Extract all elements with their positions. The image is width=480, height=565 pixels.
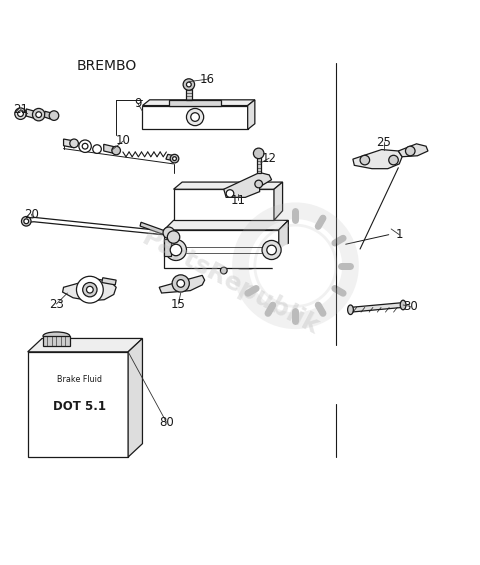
Circle shape bbox=[253, 148, 264, 159]
Polygon shape bbox=[164, 220, 288, 230]
Circle shape bbox=[170, 154, 179, 163]
Text: 16: 16 bbox=[199, 73, 214, 86]
Polygon shape bbox=[62, 279, 116, 301]
Text: BREMBO: BREMBO bbox=[76, 59, 136, 73]
Circle shape bbox=[167, 231, 180, 244]
Circle shape bbox=[22, 216, 31, 226]
Polygon shape bbox=[350, 303, 402, 312]
Circle shape bbox=[172, 157, 176, 160]
Circle shape bbox=[254, 180, 262, 188]
Circle shape bbox=[18, 111, 24, 116]
Polygon shape bbox=[142, 100, 254, 106]
Polygon shape bbox=[185, 86, 192, 100]
Text: PartsRepublik: PartsRepublik bbox=[138, 225, 323, 340]
Text: 20: 20 bbox=[24, 207, 39, 220]
Circle shape bbox=[163, 227, 174, 238]
Text: 11: 11 bbox=[230, 194, 245, 207]
Polygon shape bbox=[164, 240, 171, 256]
Polygon shape bbox=[28, 338, 142, 352]
Text: 23: 23 bbox=[49, 298, 64, 311]
Polygon shape bbox=[397, 144, 427, 157]
Circle shape bbox=[83, 282, 97, 297]
Polygon shape bbox=[159, 275, 204, 293]
Polygon shape bbox=[24, 218, 168, 236]
Circle shape bbox=[82, 144, 88, 149]
Text: 25: 25 bbox=[376, 136, 391, 149]
Text: 1: 1 bbox=[395, 228, 402, 241]
Ellipse shape bbox=[347, 305, 353, 315]
Polygon shape bbox=[168, 100, 221, 106]
Circle shape bbox=[112, 146, 120, 155]
Polygon shape bbox=[44, 111, 50, 119]
Circle shape bbox=[266, 245, 276, 255]
Polygon shape bbox=[247, 100, 254, 129]
Circle shape bbox=[226, 190, 233, 197]
Ellipse shape bbox=[43, 332, 70, 340]
Polygon shape bbox=[164, 230, 278, 268]
Polygon shape bbox=[28, 352, 128, 457]
Text: DOT 5.1: DOT 5.1 bbox=[53, 400, 106, 413]
Circle shape bbox=[388, 155, 397, 165]
Text: 21: 21 bbox=[13, 103, 28, 116]
Polygon shape bbox=[278, 220, 288, 268]
Polygon shape bbox=[26, 109, 35, 119]
Circle shape bbox=[76, 276, 103, 303]
Circle shape bbox=[360, 155, 369, 165]
Polygon shape bbox=[274, 182, 282, 220]
Circle shape bbox=[172, 275, 189, 292]
Text: 9: 9 bbox=[133, 97, 141, 110]
Text: 15: 15 bbox=[170, 298, 185, 311]
Circle shape bbox=[36, 112, 41, 118]
Circle shape bbox=[177, 280, 184, 287]
Polygon shape bbox=[128, 338, 142, 457]
Ellipse shape bbox=[399, 300, 405, 310]
Polygon shape bbox=[140, 222, 165, 234]
Circle shape bbox=[93, 145, 101, 153]
Text: 10: 10 bbox=[116, 134, 131, 147]
Polygon shape bbox=[223, 172, 271, 197]
Polygon shape bbox=[257, 156, 260, 172]
Polygon shape bbox=[142, 106, 247, 129]
Circle shape bbox=[24, 219, 29, 224]
Polygon shape bbox=[352, 150, 401, 169]
Text: Brake Fluid: Brake Fluid bbox=[57, 375, 102, 384]
Circle shape bbox=[15, 108, 26, 119]
Polygon shape bbox=[43, 336, 70, 346]
Text: 80: 80 bbox=[159, 416, 173, 429]
Polygon shape bbox=[173, 189, 274, 220]
Polygon shape bbox=[173, 182, 282, 189]
Circle shape bbox=[170, 244, 181, 256]
Circle shape bbox=[86, 286, 93, 293]
Circle shape bbox=[186, 82, 191, 87]
Text: 12: 12 bbox=[261, 151, 276, 164]
Polygon shape bbox=[166, 154, 176, 161]
Circle shape bbox=[272, 243, 318, 289]
Circle shape bbox=[186, 108, 203, 125]
Circle shape bbox=[49, 111, 59, 120]
Polygon shape bbox=[63, 139, 74, 147]
Circle shape bbox=[165, 240, 186, 260]
Text: 30: 30 bbox=[402, 300, 417, 313]
Circle shape bbox=[70, 139, 78, 147]
Circle shape bbox=[405, 146, 414, 156]
Circle shape bbox=[191, 113, 199, 121]
Circle shape bbox=[33, 108, 45, 121]
Circle shape bbox=[262, 241, 281, 259]
Circle shape bbox=[183, 79, 194, 90]
Polygon shape bbox=[102, 278, 116, 285]
Circle shape bbox=[220, 267, 227, 274]
Circle shape bbox=[79, 140, 91, 153]
Polygon shape bbox=[104, 144, 116, 154]
